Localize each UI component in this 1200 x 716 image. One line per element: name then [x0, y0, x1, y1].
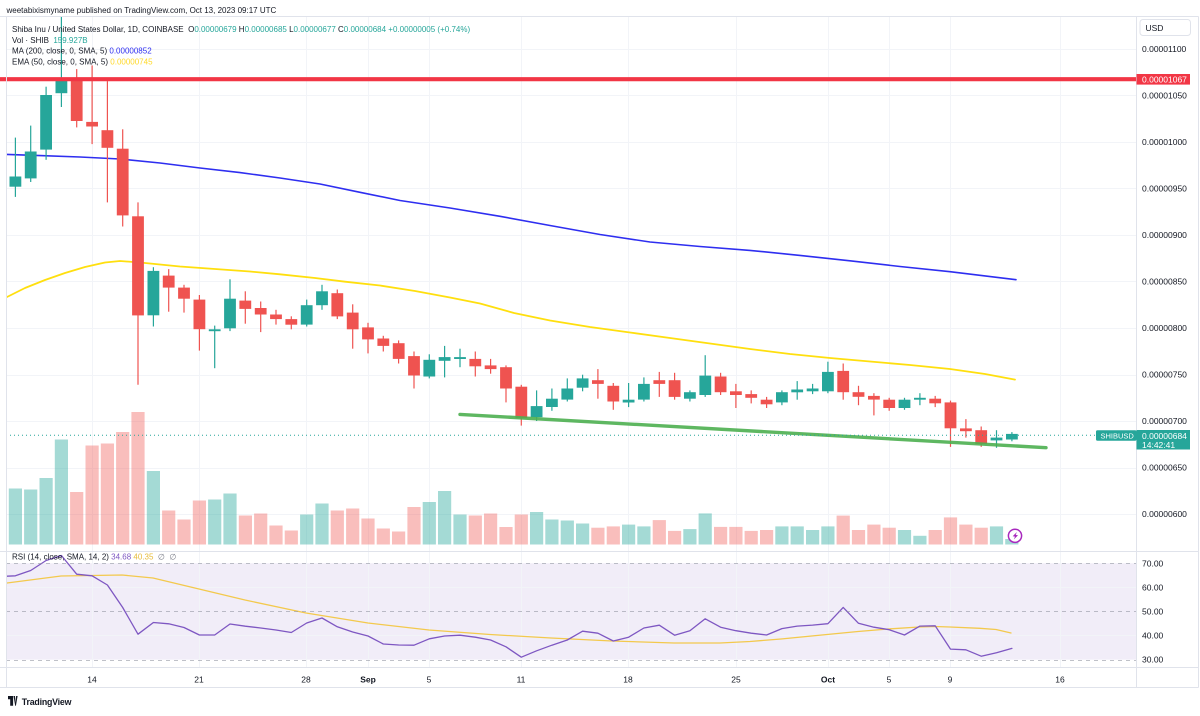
svg-text:70.00: 70.00: [1142, 558, 1164, 568]
svg-text:30.00: 30.00: [1142, 655, 1164, 665]
svg-text:0.00000900: 0.00000900: [1142, 230, 1187, 240]
svg-text:Oct: Oct: [821, 674, 835, 684]
svg-text:weetabixismyname published on: weetabixismyname published on TradingVie…: [6, 6, 277, 15]
svg-text:0.00000950: 0.00000950: [1142, 183, 1187, 193]
svg-text:0.00000850: 0.00000850: [1142, 277, 1187, 287]
svg-text:18: 18: [623, 674, 633, 684]
svg-text:Vol · SHIB 159.927B: Vol · SHIB 159.927B: [12, 36, 88, 45]
svg-text:14: 14: [87, 674, 97, 684]
svg-text:0.00000700: 0.00000700: [1142, 416, 1187, 426]
svg-text:TradingView: TradingView: [22, 697, 72, 707]
svg-text:5: 5: [887, 674, 892, 684]
svg-text:14:42:41: 14:42:41: [1142, 440, 1175, 450]
svg-text:0.00001100: 0.00001100: [1142, 44, 1187, 54]
svg-text:0.00001050: 0.00001050: [1142, 90, 1187, 100]
svg-text:60.00: 60.00: [1142, 582, 1164, 592]
svg-text:0.00001067: 0.00001067: [1142, 74, 1187, 84]
svg-text:Sep: Sep: [360, 674, 376, 684]
svg-text:SHIBUSD: SHIBUSD: [1101, 432, 1135, 441]
svg-text:Shiba Inu / United States Doll: Shiba Inu / United States Dollar, 1D, CO…: [12, 25, 470, 34]
svg-text:16: 16: [1055, 674, 1065, 684]
svg-text:0.00000650: 0.00000650: [1142, 463, 1187, 473]
svg-text:MA (200, close, 0, SMA, 5) 0.0: MA (200, close, 0, SMA, 5) 0.00000852: [12, 47, 152, 56]
svg-text:21: 21: [194, 674, 204, 684]
svg-text:28: 28: [301, 674, 311, 684]
svg-text:0.00000800: 0.00000800: [1142, 323, 1187, 333]
svg-text:40.00: 40.00: [1142, 631, 1164, 641]
svg-text:EMA (50, close, 0, SMA, 5) 0.0: EMA (50, close, 0, SMA, 5) 0.00000745: [12, 57, 153, 66]
svg-text:RSI (14, close, SMA, 14, 2) 34: RSI (14, close, SMA, 14, 2) 34.68 40.35 …: [12, 553, 176, 562]
svg-text:0.00001000: 0.00001000: [1142, 137, 1187, 147]
svg-text:5: 5: [427, 674, 432, 684]
svg-text:USD: USD: [1146, 23, 1164, 33]
svg-text:9: 9: [948, 674, 953, 684]
svg-text:0.00000684: 0.00000684: [1142, 431, 1187, 441]
svg-text:11: 11: [517, 674, 526, 684]
svg-text:50.00: 50.00: [1142, 606, 1164, 616]
svg-text:0.00000750: 0.00000750: [1142, 370, 1187, 380]
svg-text:0.00000600: 0.00000600: [1142, 509, 1187, 519]
svg-text:25: 25: [731, 674, 741, 684]
